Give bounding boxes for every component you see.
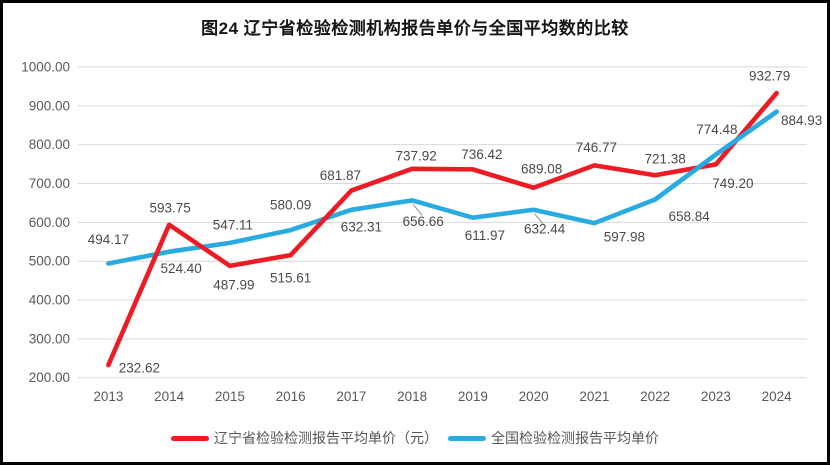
data-label: 932.79: [749, 69, 790, 84]
x-axis-tick-label: 2016: [276, 389, 306, 404]
x-axis-tick-label: 2018: [397, 389, 427, 404]
series-line: [106, 90, 779, 368]
data-label: 736.42: [461, 147, 502, 162]
x-axis-tick-label: 2021: [579, 389, 609, 404]
x-axis-tick-label: 2017: [336, 389, 366, 404]
x-axis-tick-label: 2020: [519, 389, 549, 404]
data-label: 547.11: [213, 217, 253, 232]
chart-title: 图24 辽宁省检验检测机构报告单价与全国平均数的比较: [201, 19, 629, 38]
x-axis-tick-label: 2024: [762, 389, 793, 404]
data-label: 737.92: [395, 148, 436, 163]
data-label: 611.97: [465, 228, 505, 243]
data-label: 524.40: [160, 261, 201, 276]
legend-item-national: 全国检验检测报告平均单价: [448, 428, 659, 448]
series-line: [106, 109, 779, 266]
legend-label-national: 全国检验检测报告平均单价: [491, 430, 659, 446]
data-label: 656.66: [402, 214, 443, 229]
data-label: 749.20: [712, 176, 753, 191]
legend-item-liaoning: 辽宁省检验检测报告平均单价（元）: [171, 428, 438, 448]
x-axis-tick-label: 2013: [93, 389, 123, 404]
x-axis-tick-label: 2015: [215, 389, 245, 404]
x-axis-tick-label: 2014: [154, 389, 185, 404]
data-label: 593.75: [149, 200, 190, 215]
data-label: 515.61: [270, 271, 311, 286]
data-label: 580.09: [270, 198, 311, 213]
data-label: 658.84: [668, 209, 710, 224]
line-chart-plot-area: 200.00 300.00 400.00 500.00 600.00 700.00 800.…: [21, 60, 822, 405]
y-axis-tick-label: 200.00: [29, 370, 70, 385]
data-label: 721.38: [644, 152, 685, 167]
y-axis-tick-label: 600.00: [29, 215, 70, 230]
x-axis-tick-label: 2022: [640, 389, 670, 404]
national-series-line-icon: [448, 435, 486, 441]
data-label: 681.87: [320, 168, 361, 183]
legend-label-liaoning: 辽宁省检验检测报告平均单价（元）: [214, 430, 438, 446]
series-line: [652, 109, 779, 202]
data-label: 487.99: [213, 277, 254, 292]
data-label-leader-line: [412, 203, 423, 216]
liaoning-series-line-icon: [171, 435, 209, 441]
y-axis-tick-label: 400.00: [29, 293, 70, 308]
y-axis-tick-label: 800.00: [29, 137, 70, 152]
y-axis-tick-label: 700.00: [29, 176, 70, 191]
data-label-leader-line: [534, 213, 545, 226]
y-axis-tick-label: 300.00: [29, 331, 70, 346]
data-label: 884.93: [781, 113, 822, 128]
data-label: 597.98: [604, 230, 645, 245]
y-axis-tick-label: 500.00: [29, 254, 70, 269]
x-axis-tick-label: 2023: [701, 389, 731, 404]
y-axis-tick-label: 1000.00: [21, 60, 70, 75]
data-label: 632.44: [524, 221, 566, 236]
x-axis-tick-label: 2019: [458, 389, 488, 404]
chart-legend: 辽宁省检验检测报告平均单价（元） 全国检验检测报告平均单价: [3, 428, 827, 448]
data-label: 689.08: [521, 161, 562, 176]
data-label: 632.31: [341, 219, 382, 234]
data-label: 746.77: [576, 140, 617, 155]
data-label: 494.17: [88, 232, 129, 247]
data-label: 232.62: [119, 361, 160, 376]
data-label: 774.48: [696, 122, 737, 137]
y-axis-tick-label: 900.00: [29, 98, 70, 113]
